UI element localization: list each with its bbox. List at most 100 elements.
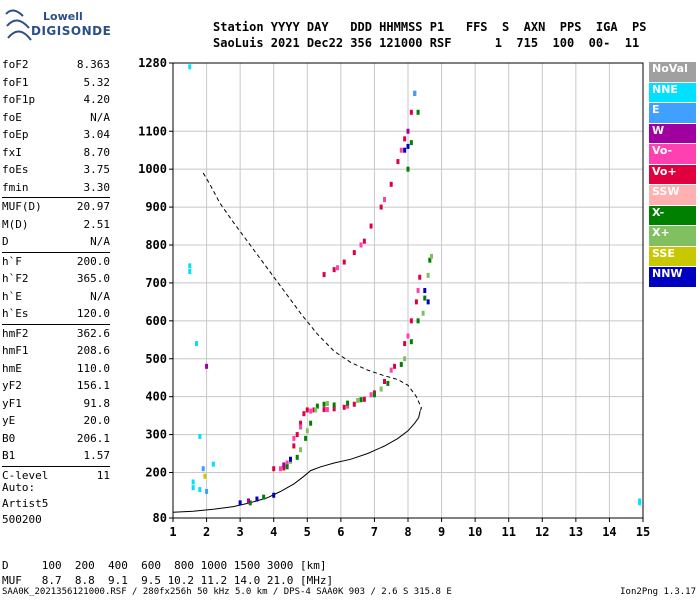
param-value: 4.20	[83, 93, 111, 106]
x-tick-label: 7	[371, 525, 378, 539]
echo-point	[292, 443, 296, 449]
param-row: h`F 200.0	[2, 253, 110, 271]
x-tick-label: 8	[404, 525, 411, 539]
echo-point	[362, 238, 366, 244]
echo-point	[272, 466, 276, 472]
param-row: h`E N/A	[2, 288, 110, 306]
echo-point	[416, 109, 420, 115]
auto-code: 500200	[2, 513, 42, 526]
echo-point	[389, 367, 393, 373]
echo-point	[399, 147, 403, 153]
param-value: 120.0	[76, 307, 110, 320]
y-tick-label: 1280	[138, 56, 167, 70]
profile-curve	[172, 410, 421, 513]
param-value: 2.51	[83, 217, 111, 231]
param-name: MUF(D)	[2, 200, 42, 213]
logo-line1: Lowell	[43, 10, 83, 23]
echo-point	[285, 464, 289, 470]
echo-point	[295, 454, 299, 460]
echo-point	[198, 487, 202, 493]
echo-point	[352, 250, 356, 256]
y-tick-label: 900	[145, 200, 167, 214]
echo-point	[638, 500, 642, 506]
echo-point	[315, 403, 319, 409]
legend-item: NoVal	[649, 62, 696, 83]
param-row: fmin 3.30	[2, 179, 110, 197]
param-row: yF2 156.1	[2, 377, 110, 395]
echo-point	[359, 397, 363, 403]
x-tick-label: 3	[237, 525, 244, 539]
param-row: B1 1.57	[2, 447, 110, 465]
x-tick-label: 1	[169, 525, 176, 539]
echo-point	[409, 109, 413, 115]
echo-point	[396, 159, 400, 165]
echo-point	[295, 432, 299, 438]
y-tick-label: 600	[145, 314, 167, 328]
echo-point	[282, 462, 286, 468]
param-name: foEp	[2, 128, 29, 141]
param-row: B0 206.1	[2, 430, 110, 448]
echo-point	[359, 242, 363, 248]
echo-point	[430, 253, 433, 259]
x-tick-label: 10	[468, 525, 482, 539]
echo-point	[322, 272, 326, 278]
echo-point	[188, 269, 192, 275]
param-name: fmin	[2, 180, 29, 194]
param-value: 206.1	[76, 431, 110, 445]
param-value: 91.8	[83, 396, 111, 410]
param-value: N/A	[90, 289, 110, 303]
echo-point	[409, 339, 413, 345]
echo-point	[383, 379, 386, 384]
legend-item: SSE	[649, 246, 696, 267]
legend-item: Vo+	[649, 164, 696, 185]
param-row: D N/A	[2, 233, 110, 251]
echo-point	[262, 494, 266, 500]
autoscaling-info: Auto: Artist5 500200	[2, 480, 48, 528]
legend-item: SSW	[649, 185, 696, 206]
echo-point	[406, 166, 410, 172]
x-tick-label: 13	[569, 525, 583, 539]
echo-point	[299, 424, 303, 430]
echo-point	[369, 392, 373, 398]
y-tick-label: 1100	[138, 124, 167, 138]
echo-point	[346, 400, 350, 406]
x-tick-label: 14	[602, 525, 616, 539]
echo-point	[372, 392, 376, 398]
param-row: foF2 8.363	[2, 56, 110, 74]
echo-point	[409, 140, 413, 146]
y-tick-label: 300	[145, 428, 167, 442]
param-value: 8.363	[76, 58, 110, 71]
param-row: yF1 91.8	[2, 395, 110, 413]
legend-item: NNE	[649, 82, 696, 103]
header-labels: Station YYYY DAY DDD HHMMSS P1 FFS S AXN…	[213, 20, 647, 34]
param-name: hmE	[2, 361, 22, 375]
legend-item: W	[649, 123, 696, 144]
x-tick-label: 5	[304, 525, 311, 539]
echo-point	[247, 498, 251, 504]
param-value: 8.70	[83, 145, 111, 159]
param-value: 11	[96, 468, 110, 482]
echo-point	[282, 465, 286, 471]
param-value: 3.75	[83, 163, 111, 176]
echo-point	[336, 265, 339, 271]
legend-item: Vo-	[649, 144, 696, 165]
echo-point	[423, 295, 427, 301]
y-tick-label: 700	[145, 276, 167, 290]
param-name: yF1	[2, 396, 22, 410]
echo-point	[416, 318, 420, 324]
echo-point	[309, 420, 313, 426]
echo-point	[403, 136, 407, 142]
param-row: foE N/A	[2, 109, 110, 127]
param-value: 362.6	[76, 326, 110, 340]
digisonde-logo: Lowell DIGISONDE	[3, 8, 111, 44]
legend-item: X+	[649, 226, 696, 247]
param-separator	[2, 197, 110, 198]
echo-point	[409, 318, 413, 324]
param-row: foEs 3.75	[2, 161, 110, 179]
param-name: h`E	[2, 289, 22, 303]
y-tick-label: 400	[145, 390, 167, 404]
echo-point	[188, 263, 192, 269]
param-name: hmF2	[2, 326, 29, 340]
param-name: foE	[2, 110, 22, 124]
muf-distance-row: D 100 200 400 600 800 1000 1500 3000 [km…	[2, 559, 327, 572]
